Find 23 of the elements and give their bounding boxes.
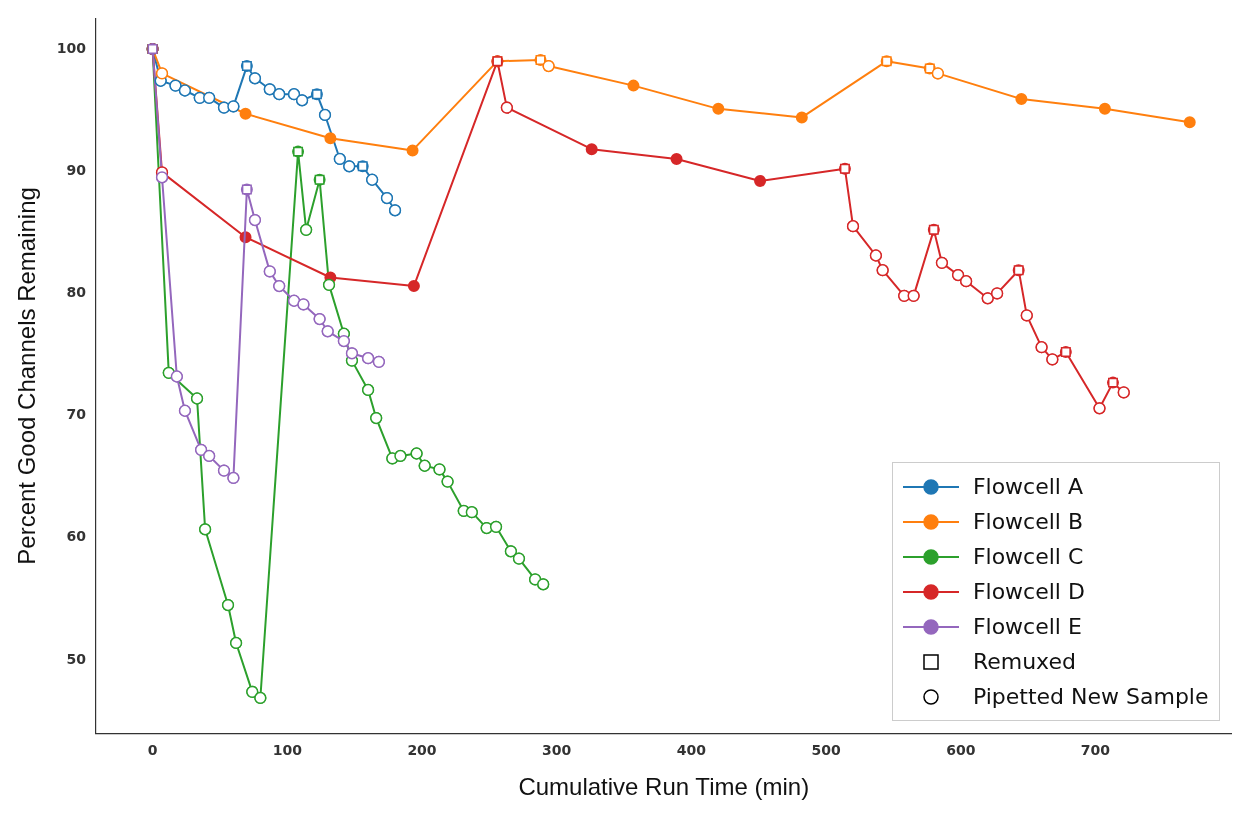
x-tick-label: 0 — [147, 742, 158, 759]
x-tick-label: 600 — [946, 742, 976, 759]
y-axis-title: Percent Good Channels Remaining — [13, 187, 41, 565]
x-tick-label: 700 — [1080, 742, 1111, 759]
legend-label: Flowcell B — [972, 509, 1084, 535]
legend-label: Remuxed — [972, 649, 1076, 675]
y-tick-label: 70 — [66, 406, 87, 423]
x-tick-label: 400 — [676, 742, 707, 759]
y-tick-label: 90 — [66, 161, 87, 178]
y-tick-label: 100 — [56, 39, 87, 56]
y-tick-label: 60 — [66, 528, 87, 545]
y-tick-label: 80 — [66, 284, 87, 301]
x-tick-label: 200 — [407, 742, 437, 759]
x-tick-label: 300 — [542, 742, 572, 759]
y-tick-label: 50 — [66, 650, 87, 667]
x-tick-label: 500 — [811, 742, 841, 759]
legend-label: Flowcell A — [972, 474, 1084, 500]
legend-label: Flowcell C — [972, 544, 1084, 570]
x-axis-title: Cumulative Run Time (min) — [518, 773, 810, 801]
legend-label: Flowcell E — [972, 614, 1082, 640]
legend-label: Pipetted New Sample — [972, 684, 1209, 710]
x-tick-label: 100 — [272, 742, 303, 759]
legend-label: Flowcell D — [972, 579, 1085, 605]
